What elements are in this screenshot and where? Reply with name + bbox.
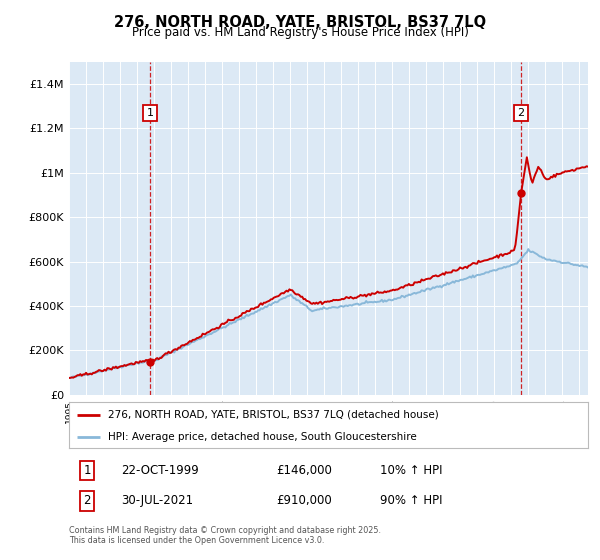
Text: 2: 2 [518,108,525,118]
Text: 30-JUL-2021: 30-JUL-2021 [121,494,193,507]
Text: 276, NORTH ROAD, YATE, BRISTOL, BS37 7LQ (detached house): 276, NORTH ROAD, YATE, BRISTOL, BS37 7LQ… [108,410,439,420]
Text: 276, NORTH ROAD, YATE, BRISTOL, BS37 7LQ: 276, NORTH ROAD, YATE, BRISTOL, BS37 7LQ [114,15,486,30]
Text: 1: 1 [83,464,91,477]
Text: Price paid vs. HM Land Registry's House Price Index (HPI): Price paid vs. HM Land Registry's House … [131,26,469,39]
Text: £910,000: £910,000 [277,494,332,507]
Text: 22-OCT-1999: 22-OCT-1999 [121,464,199,477]
Text: 10% ↑ HPI: 10% ↑ HPI [380,464,443,477]
Text: 1: 1 [146,108,154,118]
Text: 90% ↑ HPI: 90% ↑ HPI [380,494,443,507]
Text: 2: 2 [83,494,91,507]
Text: This data is licensed under the Open Government Licence v3.0.: This data is licensed under the Open Gov… [69,536,325,545]
Text: Contains HM Land Registry data © Crown copyright and database right 2025.: Contains HM Land Registry data © Crown c… [69,526,381,535]
Text: HPI: Average price, detached house, South Gloucestershire: HPI: Average price, detached house, Sout… [108,432,416,441]
Text: £146,000: £146,000 [277,464,332,477]
